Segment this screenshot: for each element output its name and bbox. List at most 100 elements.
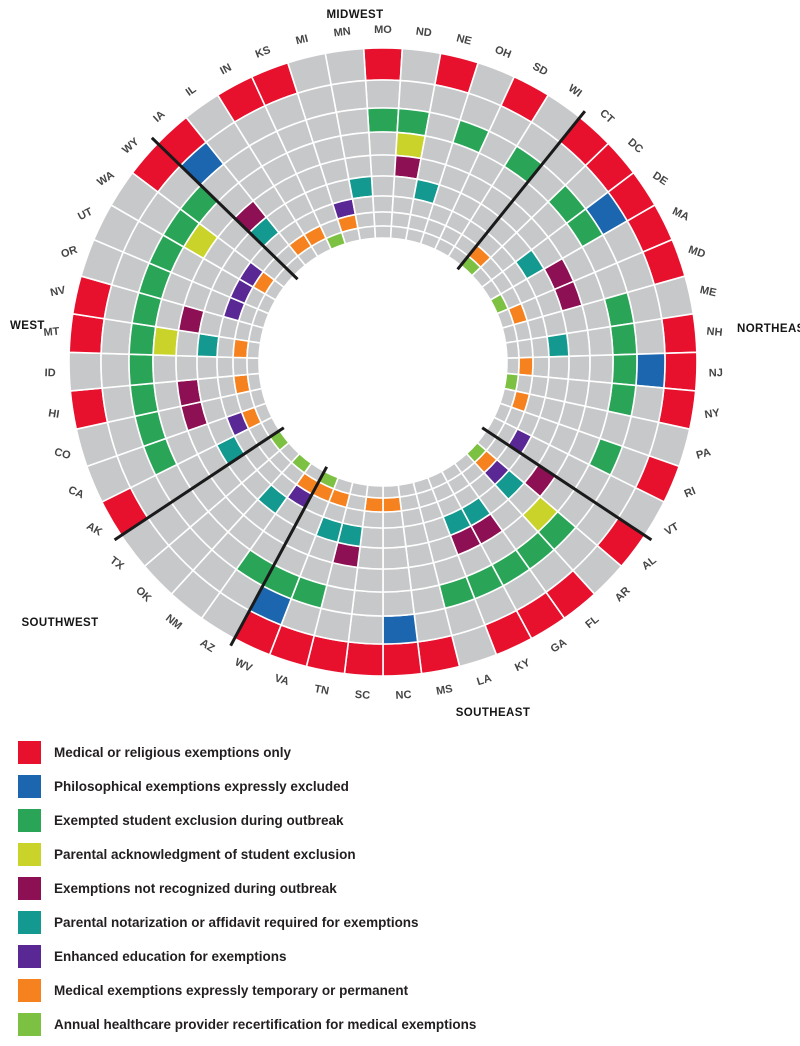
state-label-LA: LA — [475, 672, 493, 688]
region-divider-southeast-southwest — [229, 466, 329, 647]
cell-MN-ring1 — [324, 47, 367, 86]
state-label-IA: IA — [151, 108, 167, 124]
cell-NJ-ring4 — [588, 354, 614, 385]
state-label-AR: AR — [613, 585, 633, 605]
legend-label-6: Parental notarization or affidavit requi… — [54, 915, 419, 930]
state-label-RI: RI — [683, 485, 698, 500]
cell-MT-ring8 — [232, 338, 250, 359]
cell-MN-ring6 — [347, 175, 374, 200]
cell-ID-ring5 — [175, 354, 199, 382]
cell-MO-ring9 — [373, 225, 393, 240]
cell-MT-ring9 — [246, 340, 262, 360]
cell-SC-ring8 — [363, 496, 384, 513]
cell-NC-ring6 — [382, 525, 407, 549]
state-label-MT: MT — [43, 326, 60, 339]
legend-swatch-4 — [18, 843, 41, 866]
cell-NJ-ring9 — [505, 356, 520, 376]
state-label-MO: MO — [374, 24, 392, 36]
state-label-VA: VA — [273, 672, 290, 688]
legend-row-8: Medical exemptions expressly temporary o… — [18, 978, 778, 1003]
state-label-IL: IL — [184, 83, 199, 99]
legend-swatch-7 — [18, 945, 41, 968]
cell-MT-ring5 — [175, 329, 201, 358]
cell-NJ-ring8 — [517, 356, 534, 377]
state-label-DE: DE — [650, 170, 669, 188]
region-divider-southwest-west — [113, 426, 285, 542]
state-label-AZ: AZ — [198, 637, 217, 655]
state-label-KS: KS — [254, 44, 273, 61]
cell-ID-ring1 — [68, 351, 104, 392]
state-label-GA: GA — [549, 636, 569, 655]
legend-label-8: Medical exemptions expressly temporary o… — [54, 983, 409, 998]
state-label-MI: MI — [295, 33, 310, 48]
state-label-HI: HI — [47, 407, 60, 421]
legend-label-1: Medical or religious exemptions only — [54, 745, 292, 760]
cell-NC-ring3 — [382, 589, 416, 617]
state-label-NV: NV — [49, 284, 67, 299]
state-label-CO: CO — [53, 446, 73, 462]
cell-ND-ring1 — [399, 47, 442, 86]
state-label-OR: OR — [59, 244, 79, 261]
cell-HI-ring1 — [69, 387, 109, 431]
state-label-NE: NE — [455, 32, 473, 47]
cell-ND-ring2 — [397, 79, 436, 114]
state-label-CA: CA — [66, 484, 85, 501]
cell-NJ-ring6 — [547, 355, 570, 381]
state-label-WV: WV — [233, 656, 255, 675]
cell-MN-ring4 — [339, 131, 372, 160]
state-label-WA: WA — [95, 169, 116, 189]
state-label-DC: DC — [625, 136, 645, 155]
legend-row-6: Parental notarization or affidavit requi… — [18, 910, 778, 935]
state-label-KY: KY — [513, 657, 532, 675]
cell-MO-ring2 — [364, 79, 402, 110]
legend-row-7: Enhanced education for exemptions — [18, 944, 778, 969]
cell-ID-ring3 — [128, 353, 155, 387]
state-label-FL: FL — [583, 613, 601, 631]
cell-NH-ring9 — [504, 340, 520, 360]
state-label-MD: MD — [687, 244, 707, 261]
state-label-MA: MA — [670, 205, 691, 223]
state-label-VT: VT — [663, 521, 681, 539]
cell-SC-ring2 — [347, 613, 384, 645]
state-label-UT: UT — [76, 206, 95, 223]
cell-MN-ring2 — [330, 79, 369, 114]
cell-SC-ring3 — [350, 589, 384, 617]
legend-row-5: Exemptions not recognized during outbrea… — [18, 876, 778, 901]
cell-ID-ring8 — [232, 356, 249, 377]
cell-NH-ring3 — [609, 322, 638, 356]
legend: Medical or religious exemptions only Phil… — [18, 740, 778, 1046]
cell-NH-ring8 — [516, 338, 534, 359]
legend-swatch-8 — [18, 979, 41, 1002]
cell-MN-ring3 — [335, 107, 370, 137]
state-label-AL: AL — [640, 554, 659, 573]
cell-MS-ring9 — [397, 481, 418, 498]
region-divider-west-midwest — [150, 136, 299, 281]
cell-SC-ring1 — [343, 640, 384, 677]
cell-ND-ring3 — [396, 107, 431, 137]
state-label-ID: ID — [44, 367, 55, 379]
cell-MN-ring9 — [357, 225, 377, 242]
cell-SC-ring7 — [361, 509, 384, 529]
cell-NH-ring6 — [546, 332, 570, 358]
state-label-TX: TX — [107, 554, 126, 572]
cell-MT-ring3 — [128, 322, 157, 356]
cell-NJ-ring7 — [531, 356, 550, 379]
state-label-NC: NC — [395, 689, 412, 702]
legend-swatch-5 — [18, 877, 41, 900]
state-label-PA: PA — [695, 446, 712, 462]
exemption-wheel-chart: MO ND NE OH SD WI CT DC DE MA MD ME NH NJ NY PA RI VT AL AR… — [10, 9, 800, 719]
cell-SC-ring6 — [359, 525, 384, 549]
legend-row-4: Parental acknowledgment of student exclu… — [18, 842, 778, 867]
legend-label-3: Exempted student exclusion during outbre… — [54, 813, 344, 828]
cell-MO-ring8 — [372, 211, 394, 228]
state-label-OH: OH — [493, 44, 513, 61]
cell-SC-ring9 — [365, 484, 384, 499]
cell-NH-ring7 — [530, 335, 550, 359]
cell-NJ-ring1 — [662, 351, 698, 392]
legend-swatch-9 — [18, 1013, 41, 1036]
cell-ID-ring9 — [246, 356, 261, 376]
legend-label-2: Philosophical exemptions expressly exclu… — [54, 779, 349, 794]
cell-MT-ring4 — [152, 325, 180, 357]
cell-MO-ring6 — [370, 175, 396, 198]
